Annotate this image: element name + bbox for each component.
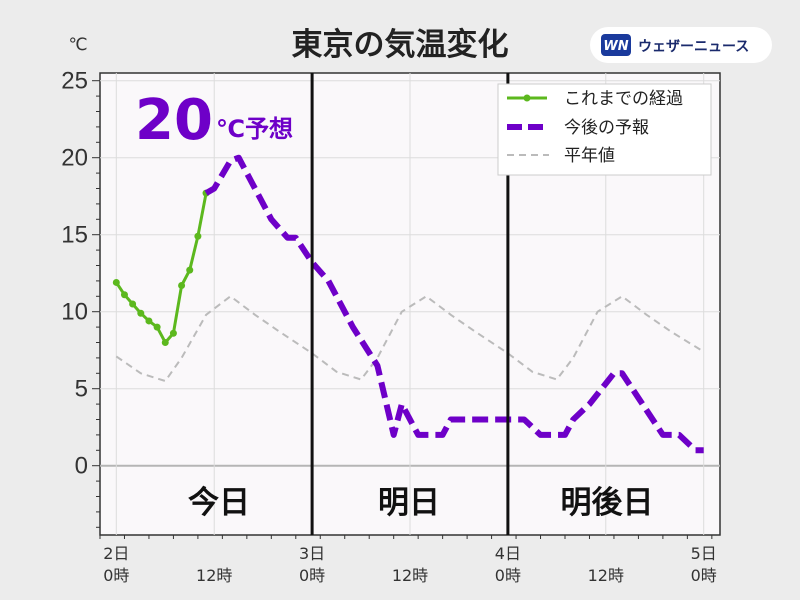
x-axis: 2日 0時 12時 3日 0時 12時 4日 0時 12時 5日 0時	[99, 535, 717, 585]
legend-item-forecast: 今後の予報	[507, 118, 649, 138]
forecast-high-unit: ℃予想	[216, 115, 293, 143]
series-lines	[112, 154, 705, 454]
logo-text: ウェザーニュース	[638, 39, 749, 55]
xtick-date-label: 5日	[691, 544, 717, 563]
ytick-label: 5	[75, 376, 88, 403]
xtick-time-label: 0時	[495, 566, 521, 585]
legend: これまでの経過 今後の予報 平年値	[497, 83, 712, 176]
observed-point	[186, 266, 194, 274]
observed-point	[178, 282, 186, 290]
xtick-time-label: 0時	[299, 566, 325, 585]
xtick-time-label: 0時	[103, 566, 129, 585]
xtick-date-label: 2日	[103, 544, 129, 563]
xtick-date-label: 3日	[299, 544, 325, 563]
xtick-date-label: 4日	[495, 544, 521, 563]
observed-point	[169, 329, 177, 337]
observed-point	[112, 278, 120, 286]
weathernews-logo: WN ウェザーニュース	[590, 27, 772, 63]
y-axis: 0 5 10 15 20 25	[61, 68, 100, 528]
y-unit-label: ℃	[68, 35, 87, 55]
observed-point	[194, 232, 202, 240]
normal-temperature-line	[115, 295, 705, 382]
day-label-tomorrow: 明日	[378, 485, 440, 521]
legend-label-normal: 平年値	[564, 146, 615, 166]
observed-point	[120, 291, 128, 299]
day-label-day-after: 明後日	[561, 485, 654, 521]
chart-title: 東京の気温変化	[292, 27, 509, 63]
ytick-label: 20	[61, 145, 88, 172]
xtick-time-label: 0時	[691, 566, 717, 585]
observed-point	[153, 323, 161, 331]
ytick-label: 10	[61, 299, 88, 326]
observed-point	[129, 300, 137, 308]
observed-point	[137, 309, 145, 317]
xtick-time-label: 12時	[196, 566, 232, 585]
observed-point	[161, 339, 169, 346]
legend-item-normal: 平年値	[507, 146, 615, 166]
legend-label-forecast: 今後の予報	[564, 118, 649, 138]
xtick-time-label: 12時	[392, 566, 428, 585]
legend-label-observed: これまでの経過	[564, 89, 683, 109]
ytick-label: 25	[61, 68, 88, 95]
observed-point	[145, 317, 153, 325]
xtick-time-label: 12時	[588, 566, 624, 585]
forecast-high-value: 20	[135, 88, 213, 153]
legend-item-observed: これまでの経過	[507, 89, 683, 109]
logo-mark: WN	[603, 39, 628, 54]
day-label-today: 今日	[188, 485, 250, 521]
ytick-label: 15	[61, 222, 88, 249]
ytick-label: 0	[75, 453, 88, 480]
